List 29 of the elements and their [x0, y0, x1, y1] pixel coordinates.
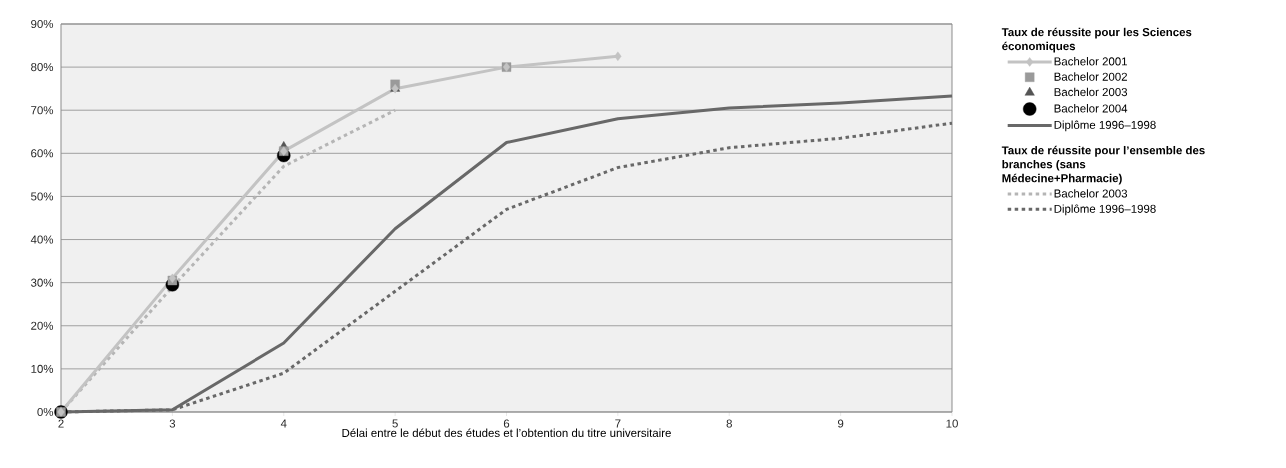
legend-label: Bachelor 2002 — [1054, 72, 1127, 81]
legend-label: Bachelor 2001 — [1054, 57, 1127, 66]
y-tick-label: 10% — [31, 364, 54, 373]
legend-label: Bachelor 2003 — [1054, 87, 1128, 97]
x-tick-label: 5 — [392, 419, 398, 428]
x-tick-label: 2 — [58, 419, 64, 428]
x-tick-label: 10 — [946, 419, 958, 428]
legend-title: Taux de réussite pour les Sciences économiques — [1001, 27, 1192, 53]
x-tick-label: 3 — [169, 419, 176, 428]
y-tick-label: 20% — [31, 321, 54, 330]
y-tick-label: 0% — [37, 407, 54, 417]
y-tick-label: 30% — [31, 278, 54, 287]
x-tick-label: 6 — [503, 419, 510, 428]
y-tick-label: 70% — [31, 106, 54, 115]
y-tick-label: 90% — [31, 19, 54, 29]
legend-label: Diplôme 1996–1998 — [1054, 204, 1156, 216]
x-tick-label: 8 — [726, 419, 732, 428]
x-tick-label: 7 — [615, 419, 621, 428]
y-tick-label: 40% — [30, 235, 54, 244]
text: Taux de réussite pour l’ensemble des branches (sans Médecine+Pharmacie) — [1001, 145, 1205, 185]
legend-label: Diplôme 1996–1998 — [1054, 120, 1156, 132]
x-axis-title: Délai entre le début des études et l’obtention du titre universitaire — [342, 428, 671, 437]
legend-label: Bachelor 2003 — [1054, 189, 1128, 198]
x-tick-label: 4 — [280, 419, 287, 428]
x-tick-label: 9 — [837, 419, 844, 428]
legend-label: Bachelor 2004 — [1054, 104, 1128, 113]
y-tick-label: 80% — [31, 63, 54, 72]
y-tick-label: 50% — [31, 192, 54, 201]
y-tick-label: 60% — [31, 149, 54, 158]
